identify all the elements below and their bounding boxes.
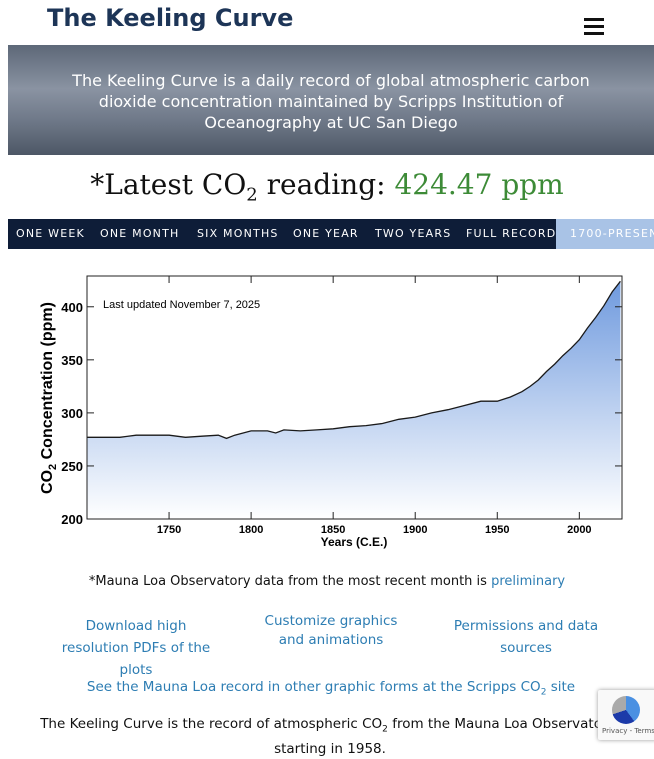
tab-bar: ONE WEEK ONE MONTH SIX MONTHS ONE YEAR TWO Y…	[8, 219, 654, 249]
x-tick-label: 1850	[321, 524, 345, 536]
note-text: *Mauna Loa Observatory data from the mos…	[88, 574, 492, 589]
latest-value: 424.47 ppm	[394, 168, 564, 201]
chart: Last updated November 7, 2025 Years (C.E…	[39, 275, 623, 549]
x-tick-label: 1950	[485, 524, 509, 536]
scripps-suffix[interactable]: site	[546, 679, 576, 695]
scripps-link[interactable]: See the Mauna Loa record in other graphi…	[0, 679, 654, 698]
footer-prefix: The Keeling Curve is the record of atmos…	[40, 716, 383, 732]
x-tick-label: 2000	[567, 524, 591, 536]
tab[interactable]: ONE MONTH	[100, 227, 180, 240]
banner: The Keeling Curve is a daily record of g…	[8, 45, 654, 155]
x-tick-label: 1800	[239, 524, 263, 536]
y-tick-label: 400	[61, 300, 83, 315]
latest-prefix: *Latest CO	[90, 168, 247, 201]
y-axis-title: CO2 Concentration (ppm)	[39, 302, 59, 494]
y-title-rest: Concentration (ppm)	[39, 302, 56, 464]
latest-reading: *Latest CO2 reading: 424.47 ppm	[0, 168, 654, 206]
recaptcha-text[interactable]: Privacy - Terms	[602, 727, 654, 735]
footer-sub: 2	[382, 724, 388, 735]
y-title-sub: 2	[47, 464, 59, 470]
annotation: Last updated November 7, 2025	[103, 299, 260, 311]
tab[interactable]: SIX MONTHS	[197, 227, 279, 240]
x-tick-label: 1900	[403, 524, 427, 536]
link[interactable]: Download high resolution PDFs of the plo…	[61, 618, 211, 678]
latest-middle: reading:	[257, 168, 395, 201]
tab[interactable]: FULL RECORD	[466, 227, 557, 240]
x-tick-label: 1750	[157, 524, 181, 536]
x-axis-title: Years (C.E.)	[321, 535, 388, 549]
footer-text: The Keeling Curve is the record of atmos…	[40, 715, 620, 759]
link[interactable]: Permissions and data sources	[453, 618, 599, 656]
y-tick-label: 250	[61, 459, 83, 474]
site-title[interactable]: The Keeling Curve	[47, 4, 294, 32]
tab[interactable]: 1700-PRESENT	[556, 219, 654, 249]
plot-frame	[86, 275, 623, 520]
latest-sub: 2	[246, 184, 258, 206]
tab[interactable]: ONE WEEK	[16, 227, 85, 240]
note-link[interactable]: preliminary	[491, 574, 566, 589]
link[interactable]: Customize graphics and animations	[264, 613, 398, 648]
y-tick-label: 200	[61, 512, 83, 527]
y-title-main: CO	[39, 470, 56, 494]
area	[87, 281, 621, 519]
y-tick-label: 300	[61, 406, 83, 421]
note: *Mauna Loa Observatory data from the mos…	[0, 574, 654, 589]
tab[interactable]: ONE YEAR	[293, 227, 359, 240]
recaptcha-icon	[612, 696, 640, 724]
scripps-sub[interactable]: 2	[540, 687, 547, 698]
menu-button[interactable]	[584, 18, 604, 39]
tab[interactable]: TWO YEARS	[375, 227, 452, 240]
scripps-prefix[interactable]: See the Mauna Loa record in other graphi…	[86, 679, 541, 695]
recaptcha-badge[interactable]: Privacy - Terms	[598, 690, 654, 740]
y-tick-label: 350	[61, 353, 83, 368]
banner-text: The Keeling Curve is a daily record of g…	[72, 71, 590, 132]
line	[87, 280, 621, 440]
